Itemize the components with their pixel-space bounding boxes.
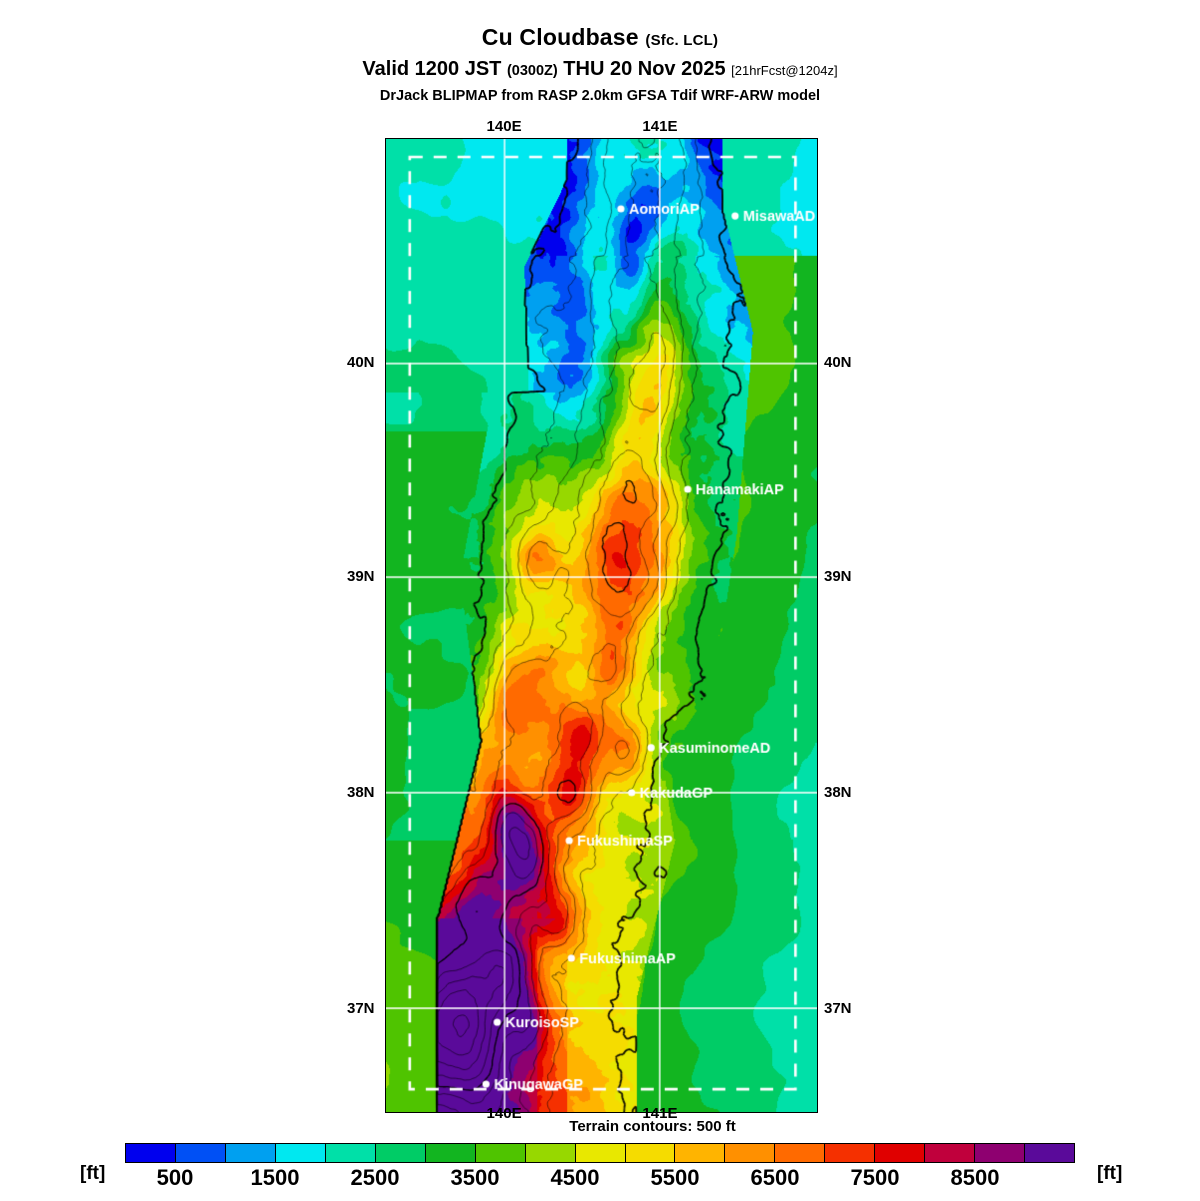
colorbar-band-9 [575, 1144, 626, 1162]
lat-tick-right-40N: 40N [824, 354, 852, 372]
page-title: Cu Cloudbase (Sfc. LCL) [0, 24, 1200, 54]
colorbar-tick-7500: 7500 [850, 1165, 900, 1190]
colorbar-tick-2500: 2500 [350, 1165, 400, 1190]
colorbar-band-0 [126, 1144, 176, 1162]
colorbar-tick-500: 500 [156, 1165, 194, 1190]
colorbar-band-18 [1025, 1144, 1075, 1162]
lat-tick-right-39N: 39N [824, 568, 852, 586]
colorbar-band-16 [925, 1144, 976, 1162]
lon-tick-top-141E: 141E [642, 118, 678, 135]
lat-tick-left-38N: 38N [347, 784, 375, 801]
colorbar-legend: [ft] [ft] 500 1500 2500 3500 4500 5500 6500 750… [0, 1141, 1200, 1201]
colorbar-gradient [125, 1143, 1075, 1163]
valid-date: THU 20 Nov 2025 [563, 58, 726, 80]
terrain-contour-note: Terrain contours: 500 ft [0, 1118, 1200, 1135]
colorbar-band-15 [875, 1144, 926, 1162]
colorbar-band-12 [725, 1144, 776, 1162]
valid-time: Valid 1200 JST [362, 58, 502, 80]
lon-tick-bottom-140E: 140E [486, 1105, 522, 1122]
lat-tick-right-38N: 38N [824, 784, 852, 801]
colorbar-band-17 [975, 1144, 1026, 1162]
lon-tick-top-140E: 140E [486, 118, 522, 135]
colorbar-units-right: [ft] [1097, 1163, 1123, 1184]
terrain-contour-note-text: Terrain contours: 500 ft [569, 1118, 736, 1135]
colorbar-tick-6500: 6500 [750, 1165, 800, 1190]
colorbar-band-7 [475, 1144, 526, 1162]
cloudbase-heatmap [386, 139, 817, 1112]
colorbar-tick-8500: 8500 [950, 1165, 1000, 1190]
colorbar-band-5 [375, 1144, 426, 1162]
colorbar-band-1 [175, 1144, 226, 1162]
colorbar-band-11 [675, 1144, 726, 1162]
colorbar-tick-5500: 5500 [650, 1165, 700, 1190]
colorbar-tick-3500: 3500 [450, 1165, 500, 1190]
valid-line: Valid 1200 JST (0300Z) THU 20 Nov 2025 [… [0, 57, 1200, 84]
colorbar-tick-4500: 4500 [550, 1165, 600, 1190]
model-line: DrJack BLIPMAP from RASP 2.0km GFSA Tdif… [379, 88, 821, 104]
colorbar-band-14 [825, 1144, 876, 1162]
forecast-tag: [21hrFcst@1204z] [731, 63, 838, 78]
colorbar-band-13 [775, 1144, 826, 1162]
title-main: Cu Cloudbase [481, 24, 639, 50]
lat-tick-left-37N: 37N [347, 999, 375, 1017]
lat-tick-left-40N: 40N [347, 354, 375, 372]
lon-tick-bottom-141E: 141E [642, 1105, 678, 1122]
colorbar-band-8 [525, 1144, 576, 1162]
forecast-map[interactable] [385, 138, 818, 1113]
colorbar-band-10 [625, 1144, 676, 1162]
colorbar-band-2 [225, 1144, 276, 1162]
lat-tick-left-39N: 39N [347, 568, 375, 586]
colorbar-units-left: [ft] [80, 1163, 106, 1184]
lat-tick-right-37N: 37N [824, 999, 852, 1017]
colorbar-band-6 [425, 1144, 476, 1162]
title-main-sub: (Sfc. LCL) [645, 32, 719, 49]
title-block: Cu Cloudbase (Sfc. LCL) Valid 1200 JST (… [0, 24, 1200, 106]
colorbar-band-4 [325, 1144, 376, 1162]
colorbar-tick-1500: 1500 [250, 1165, 300, 1190]
colorbar-band-3 [275, 1144, 326, 1162]
valid-utc: (0300Z) [506, 63, 558, 79]
